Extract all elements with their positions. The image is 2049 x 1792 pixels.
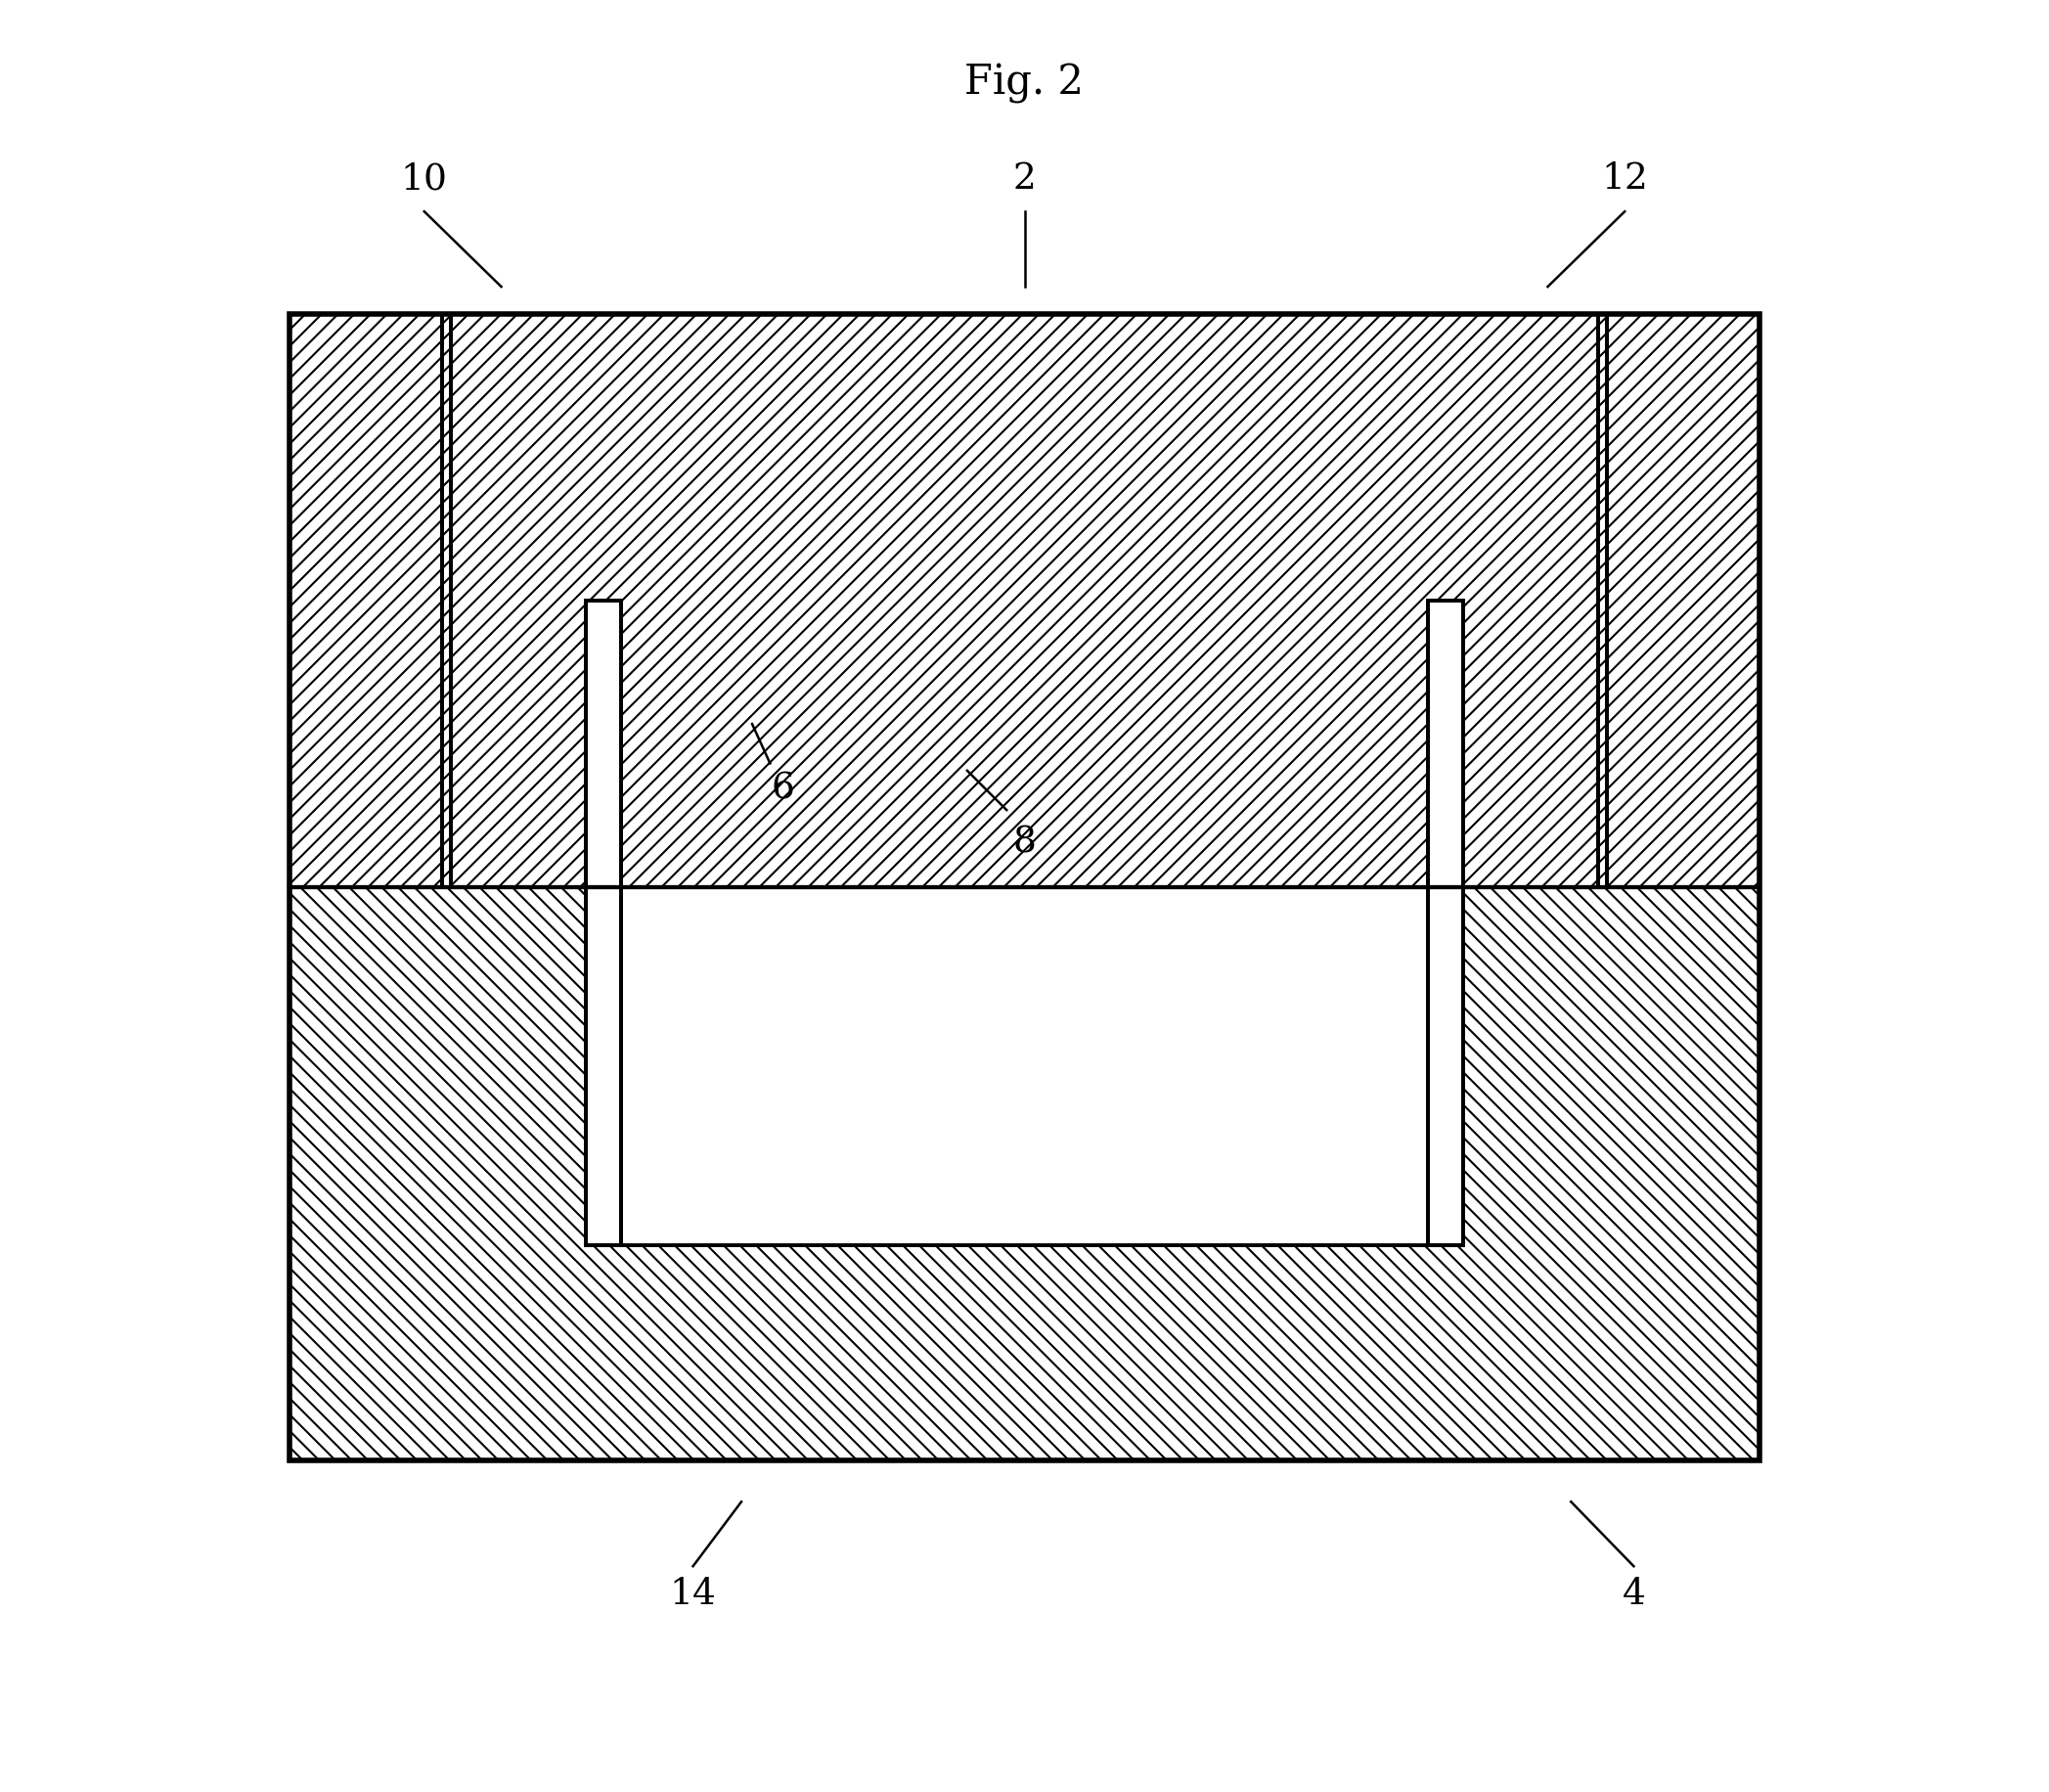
Bar [289, 314, 1760, 1460]
Text: 10: 10 [402, 161, 447, 197]
Text: 14: 14 [670, 1577, 717, 1613]
Text: 2: 2 [1012, 161, 1037, 197]
Text: 4: 4 [1623, 1577, 1645, 1613]
Text: 8: 8 [1012, 824, 1037, 860]
Text: Fig. 2: Fig. 2 [965, 63, 1084, 104]
Bar [289, 314, 1760, 887]
Bar [451, 314, 1598, 887]
Bar [586, 887, 1463, 1245]
Text: 6: 6 [770, 771, 795, 806]
Bar [1606, 314, 1760, 887]
Text: 12: 12 [1602, 161, 1647, 197]
Bar [289, 887, 1760, 1460]
Bar [289, 314, 443, 887]
Bar [1428, 600, 1463, 1245]
Bar [586, 600, 621, 1245]
